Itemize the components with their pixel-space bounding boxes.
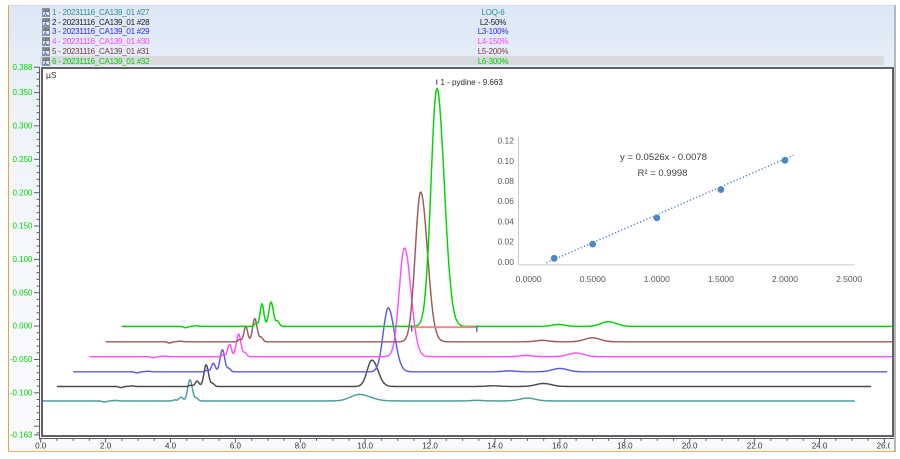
- svg-text:-0.050: -0.050: [10, 355, 33, 364]
- svg-text:µS: µS: [46, 70, 57, 80]
- svg-text:6.0: 6.0: [230, 442, 242, 451]
- svg-text:2.5000: 2.5000: [836, 274, 862, 284]
- svg-text:26.0: 26.0: [877, 442, 893, 451]
- svg-text:0.02: 0.02: [497, 237, 514, 247]
- svg-text:0.04: 0.04: [497, 216, 514, 226]
- svg-text:12.0: 12.0: [422, 442, 438, 451]
- svg-text:10.0: 10.0: [357, 442, 373, 451]
- svg-text:0.0: 0.0: [35, 442, 47, 451]
- svg-text:0.388: 0.388: [12, 63, 33, 72]
- svg-text:0.12: 0.12: [497, 136, 514, 146]
- svg-text:18.0: 18.0: [617, 442, 633, 451]
- svg-text:16.0: 16.0: [552, 442, 568, 451]
- svg-text:0.350: 0.350: [12, 88, 33, 97]
- svg-text:0.00: 0.00: [497, 257, 514, 267]
- svg-text:0.150: 0.150: [12, 222, 33, 231]
- svg-text:0.5000: 0.5000: [580, 274, 606, 284]
- svg-text:22.0: 22.0: [747, 442, 763, 451]
- svg-text:-0.100: -0.100: [10, 388, 33, 397]
- svg-text:R² = 0.9998: R² = 0.9998: [638, 168, 688, 179]
- svg-text:0.08: 0.08: [497, 176, 514, 186]
- svg-text:0.300: 0.300: [12, 122, 33, 131]
- svg-text:0.200: 0.200: [12, 188, 33, 197]
- svg-text:4.0: 4.0: [165, 442, 177, 451]
- svg-text:0.10: 0.10: [497, 156, 514, 166]
- svg-text:2.0000: 2.0000: [772, 274, 798, 284]
- svg-text:20.0: 20.0: [682, 442, 698, 451]
- svg-text:0.100: 0.100: [12, 255, 33, 264]
- svg-text:1 - pydine - 9.663: 1 - pydine - 9.663: [441, 78, 504, 87]
- svg-text:1.5000: 1.5000: [708, 274, 734, 284]
- svg-text:-0.163: -0.163: [10, 431, 33, 440]
- svg-text:0.0000: 0.0000: [516, 274, 542, 284]
- svg-text:2.0: 2.0: [100, 442, 112, 451]
- svg-text:24.0: 24.0: [812, 442, 828, 451]
- svg-text:1.0000: 1.0000: [644, 274, 670, 284]
- svg-text:0.050: 0.050: [12, 288, 33, 297]
- svg-text:14.0: 14.0: [487, 442, 503, 451]
- svg-text:0.250: 0.250: [12, 155, 33, 164]
- svg-text:y = 0.0526x - 0.0078: y = 0.0526x - 0.0078: [620, 152, 707, 163]
- svg-text:0.06: 0.06: [497, 196, 514, 206]
- svg-text:0.000: 0.000: [12, 322, 33, 331]
- svg-text:8.0: 8.0: [295, 442, 307, 451]
